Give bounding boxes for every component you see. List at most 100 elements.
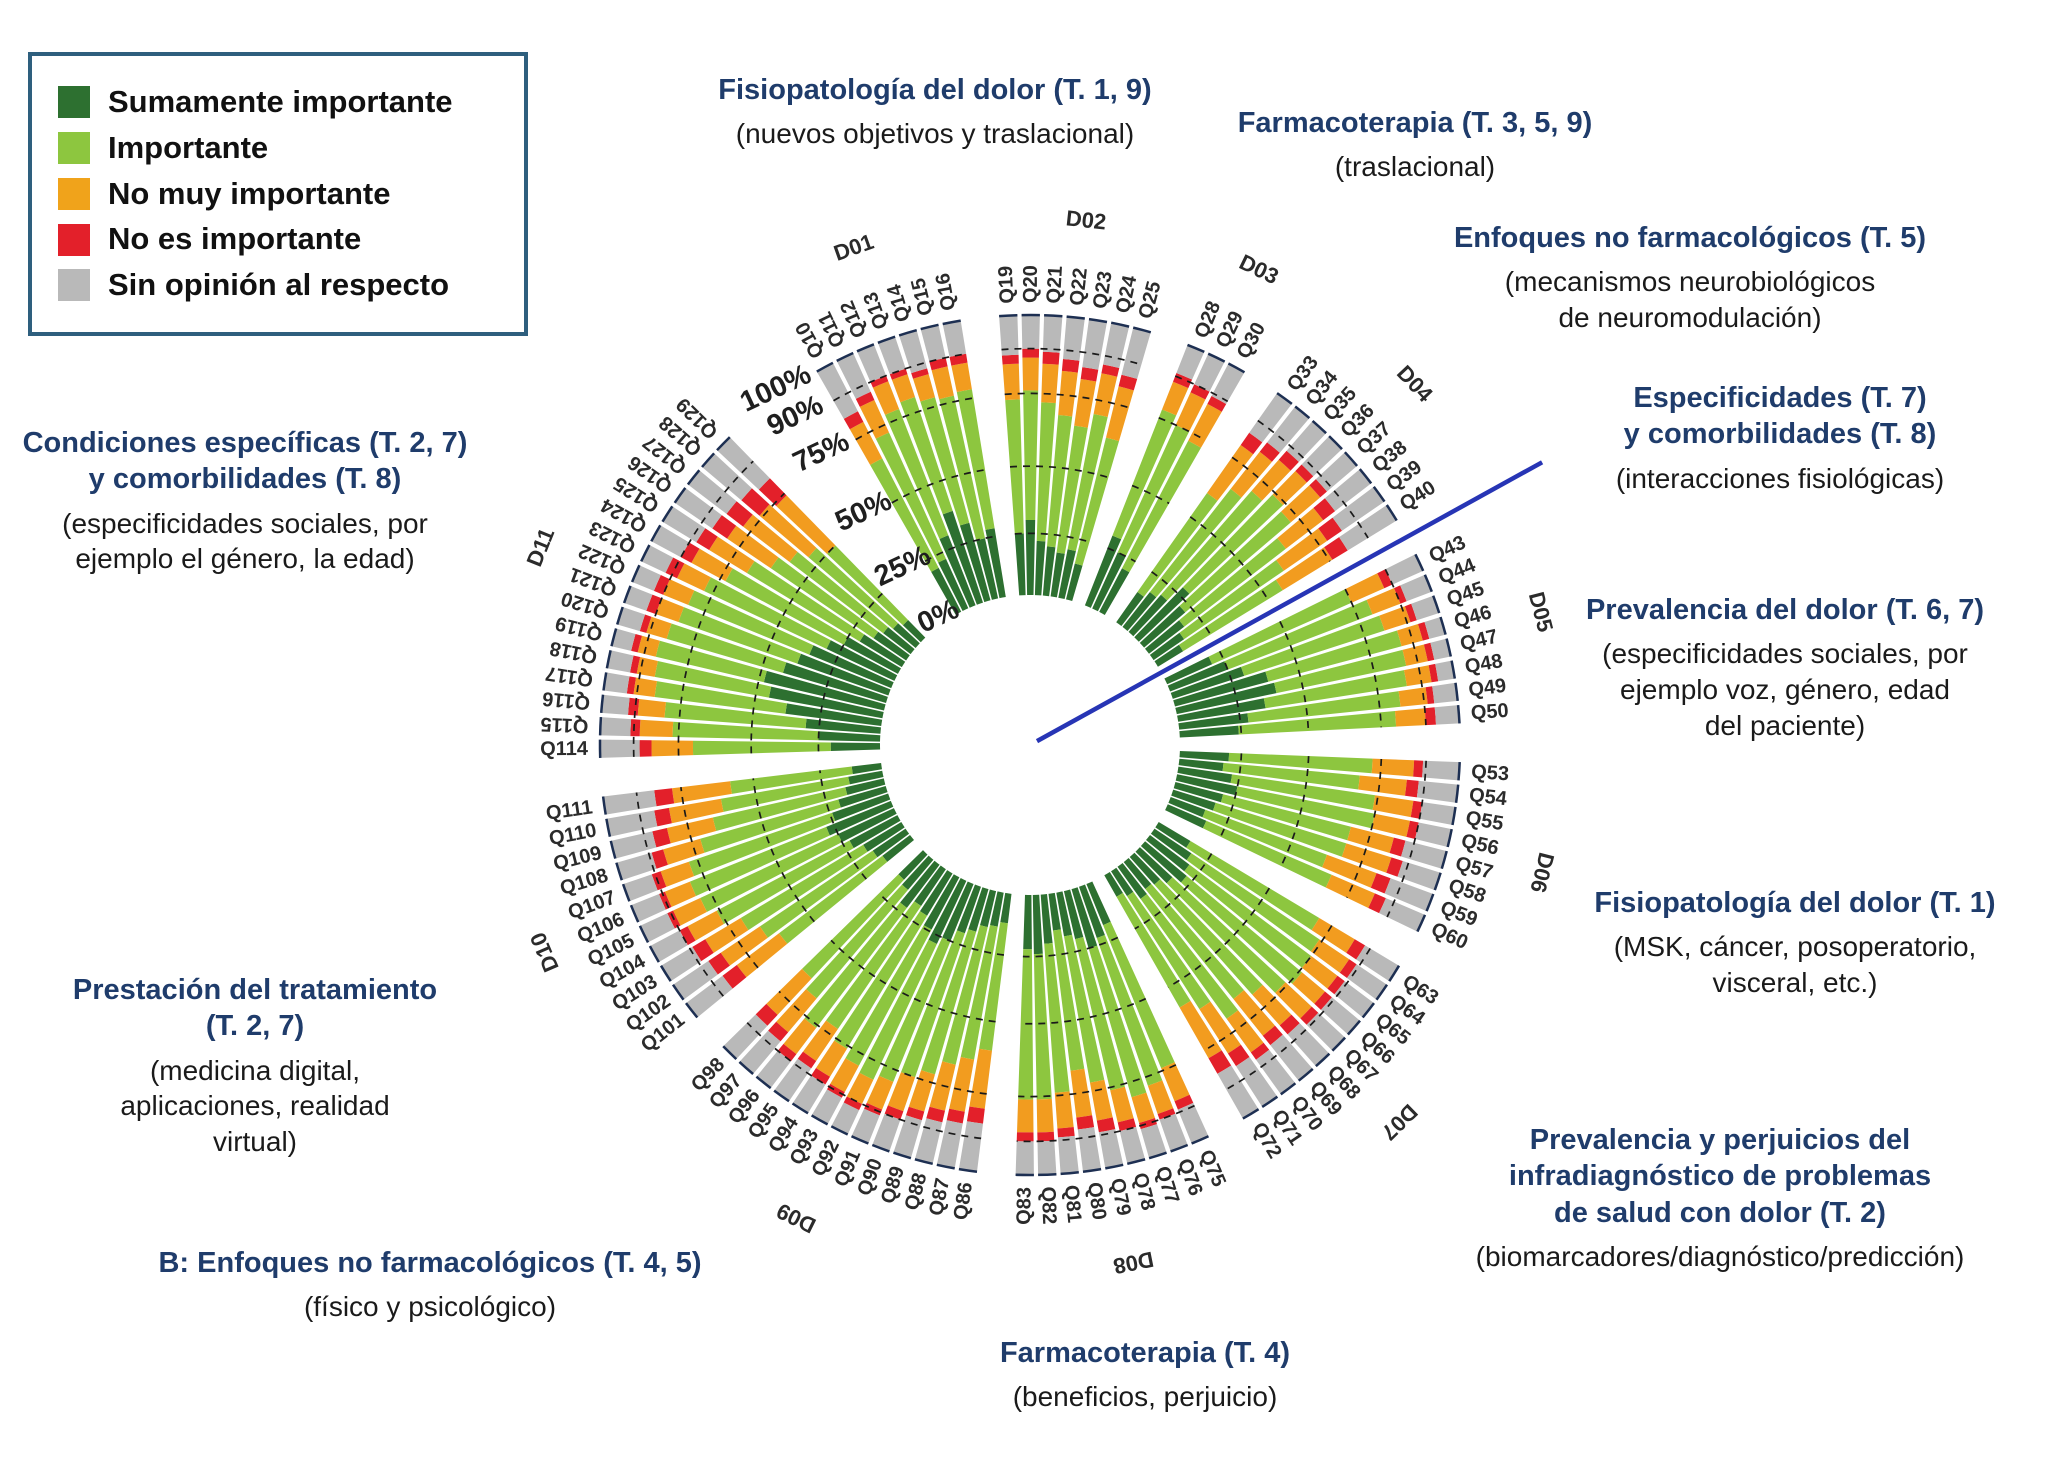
bar-segment-Q90-no_muy_importante	[887, 1072, 916, 1112]
bar-segment-Q11-no_muy_importante	[859, 400, 889, 439]
bar-segment-Q127-importante	[789, 551, 889, 634]
bar-segment-Q65-sin_opinion	[1334, 981, 1374, 1018]
bar-cap	[1440, 850, 1448, 870]
bar-cap	[629, 904, 640, 923]
bar-segment-Q116-sin_opinion	[601, 694, 630, 715]
bar-segment-Q40-sin_opinion	[1339, 505, 1397, 551]
bar-segment-Q40-sumamente_importante	[1154, 644, 1184, 667]
bar-segment-Q97-no_muy_importante	[776, 989, 817, 1033]
question-label: Q86	[950, 1181, 977, 1222]
topic-prevalencia-infradiagnostico-2: Prevalencia y perjuicios del infradiagnó…	[1430, 1122, 2010, 1275]
bar-segment-Q14-importante	[920, 397, 970, 526]
bar-segment-Q69-importante	[1145, 884, 1244, 999]
bar-segment-Q82-no_muy_importante	[1036, 1098, 1054, 1133]
bar-segment-Q116-no_es_importante	[628, 697, 640, 716]
bar-cap	[602, 672, 608, 691]
bar-segment-Q48-no_es_importante	[1428, 663, 1439, 683]
bar-segment-Q110-sumamente_importante	[848, 770, 884, 785]
bar-segment-Q59-sin_opinion	[1384, 878, 1434, 912]
bar-cap	[1331, 1036, 1347, 1052]
bar-segment-Q87-importante	[960, 925, 998, 1060]
bar-cap	[605, 818, 612, 837]
bar-segment-Q88-no_es_importante	[926, 1106, 945, 1123]
bar-segment-Q44-sumamente_importante	[1167, 661, 1228, 692]
gridline-90	[632, 460, 754, 757]
bar-segment-Q103-sumamente_importante	[863, 822, 905, 852]
bar-segment-Q83-sin_opinion	[1015, 1141, 1034, 1176]
bar-segment-Q47-sin_opinion	[1430, 638, 1451, 660]
question-label: Q81	[1060, 1184, 1085, 1224]
bar-segment-Q122-sumamente_importante	[809, 645, 894, 689]
question-label: Q54	[1468, 784, 1509, 810]
bar-cap	[830, 1125, 849, 1136]
topic-fisiopatologia-1: Fisiopatología del dolor (T. 1) (MSK, cá…	[1565, 885, 2025, 1001]
bar-segment-Q90-sin_opinion	[872, 1113, 901, 1152]
question-label: Q49	[1467, 675, 1507, 702]
bar-segment-Q78-no_muy_importante	[1110, 1086, 1134, 1123]
bar-segment-Q126-importante	[770, 557, 879, 639]
bar-segment-Q92-no_muy_importante	[846, 1072, 874, 1104]
bar-segment-Q92-importante	[859, 939, 937, 1080]
bar-segment-Q72-no_muy_importante	[1179, 1000, 1222, 1059]
bar-segment-Q97-sin_opinion	[739, 1030, 781, 1074]
bar-segment-Q43-no_es_importante	[1377, 569, 1393, 589]
bar-segment-Q66-sumamente_importante	[1140, 841, 1187, 883]
bar-segment-Q115-importante	[672, 721, 819, 741]
bar-segment-Q28-sumamente_importante	[1084, 535, 1122, 608]
bar-segment-Q122-no_es_importante	[653, 575, 670, 595]
bar-cap	[1088, 317, 1108, 324]
bar-segment-Q54-no_muy_importante	[1358, 775, 1407, 796]
bar-segment-Q30-no_es_importante	[1207, 396, 1227, 412]
bar-segment-Q124-sin_opinion	[651, 525, 690, 558]
bar-segment-Q76-no_muy_importante	[1147, 1080, 1174, 1114]
bar-segment-Q69-sumamente_importante	[1123, 858, 1152, 889]
bar-segment-Q102-importante	[759, 850, 878, 938]
bar-segment-Q43-importante	[1208, 589, 1352, 665]
bar-segment-Q91-importante	[879, 937, 951, 1082]
legend-swatch-no-muy-importante	[58, 177, 90, 210]
bar-segment-Q78-sin_opinion	[1119, 1126, 1146, 1164]
bar-cap	[1416, 914, 1427, 933]
bar-segment-Q40-importante	[1179, 579, 1283, 652]
divider-line	[1035, 460, 1544, 744]
bar-segment-Q96-no_muy_importante	[783, 1018, 817, 1055]
bar-cap	[671, 984, 685, 1001]
bar-cap	[630, 564, 641, 583]
bar-segment-Q107-importante	[688, 812, 836, 877]
topic-condiciones-especificas-2-7-8: Condiciones específicas (T. 2, 7) y como…	[15, 425, 475, 577]
bar-segment-Q126-no_muy_importante	[727, 525, 779, 569]
bar-segment-Q77-no_muy_importante	[1131, 1092, 1155, 1123]
bar-segment-Q65-importante	[1184, 864, 1312, 968]
bar-cap	[856, 343, 875, 353]
bar-segment-Q96-sin_opinion	[756, 1050, 791, 1089]
bar-segment-Q128-no_muy_importante	[759, 504, 817, 558]
bar-segment-Q59-no_muy_importante	[1322, 854, 1377, 888]
bar-segment-Q10-no_es_importante	[843, 411, 864, 430]
bar-segment-Q34-sin_opinion	[1267, 406, 1310, 453]
bar-segment-Q13-no_es_importante	[889, 368, 908, 380]
bar-cap	[850, 1135, 869, 1145]
bar-segment-Q75-no_muy_importante	[1161, 1062, 1190, 1102]
bar-segment-Q86-no_es_importante	[966, 1106, 985, 1124]
question-label: Q114	[540, 738, 589, 760]
bar-segment-Q107-no_es_importante	[651, 871, 667, 891]
bar-segment-Q111-no_es_importante	[654, 788, 675, 807]
bar-segment-Q37-no_es_importante	[1309, 479, 1327, 498]
bar-segment-Q58-no_muy_importante	[1341, 843, 1392, 873]
bar-segment-Q77-importante	[1088, 945, 1147, 1098]
bar-segment-Q36-no_muy_importante	[1272, 471, 1307, 506]
domain-label-D08: D08	[1111, 1247, 1155, 1279]
topic-title: Fisiopatología del dolor (T. 1)	[1594, 887, 1996, 919]
bar-cap	[958, 1167, 978, 1173]
bar-segment-Q77-no_es_importante	[1139, 1118, 1157, 1130]
bar-segment-Q56-sumamente_importante	[1175, 774, 1238, 796]
bar-segment-Q14-no_muy_importante	[913, 374, 935, 402]
bar-segment-Q20-sumamente_importante	[1025, 519, 1036, 595]
bar-segment-Q22-sumamente_importante	[1042, 546, 1056, 597]
bar-segment-Q37-importante	[1179, 511, 1291, 613]
bar-segment-Q33-no_es_importante	[1240, 432, 1263, 455]
bar-cap	[722, 1045, 738, 1061]
bar-cap	[1187, 343, 1205, 354]
bar-segment-Q38-importante	[1179, 538, 1286, 627]
topic-subtitle: (interacciones fisiológicas)	[1615, 462, 1945, 494]
